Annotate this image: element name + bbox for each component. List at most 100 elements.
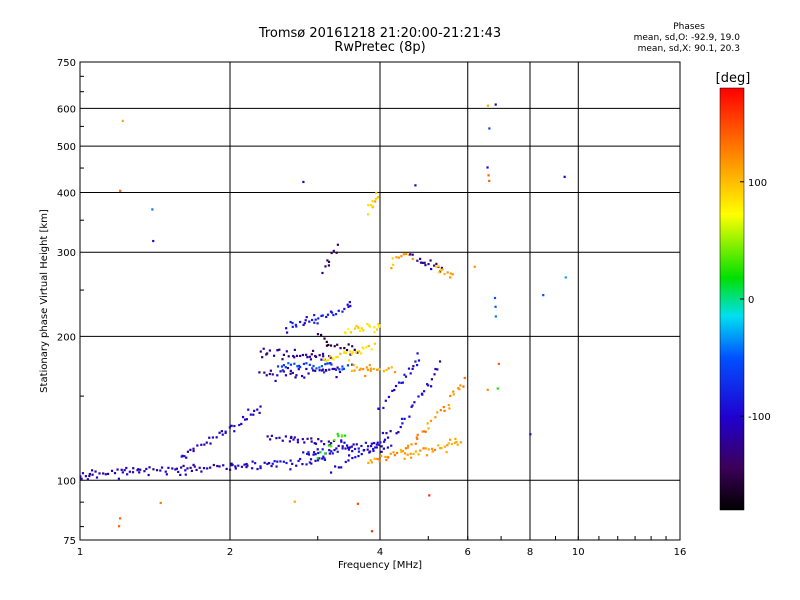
trace-point	[421, 430, 424, 433]
trace-point	[373, 441, 376, 445]
trace-point	[376, 441, 379, 444]
scatter-point	[293, 500, 296, 503]
trace-point	[449, 272, 452, 275]
trace-point	[152, 468, 155, 471]
trace-point	[455, 440, 458, 444]
trace-point	[292, 354, 295, 358]
y-tick-label: 600	[57, 104, 76, 115]
trace-point	[337, 434, 340, 438]
trace-point	[349, 304, 352, 308]
trace-point	[367, 461, 370, 464]
trace-point	[311, 349, 315, 352]
trace-point	[332, 249, 335, 253]
trace-point	[354, 327, 357, 330]
trace-point	[334, 356, 337, 359]
trace-point	[299, 457, 302, 461]
trace-point	[346, 446, 350, 449]
trace-point	[291, 321, 294, 325]
scatter-point	[494, 103, 497, 106]
trace-point	[370, 442, 373, 445]
scatter-point	[486, 166, 489, 169]
colorbar-tick-label: 0	[748, 295, 754, 306]
trace-point	[317, 451, 320, 455]
trace-point	[333, 345, 336, 348]
trace-point	[269, 438, 272, 441]
trace-point	[390, 444, 393, 447]
trace-point	[367, 204, 370, 207]
trace-point	[382, 447, 385, 450]
trace-point	[131, 471, 135, 474]
trace-point	[348, 300, 351, 304]
trace-point	[378, 368, 381, 371]
trace-point	[285, 461, 288, 465]
trace-point	[452, 393, 455, 396]
trace-point	[240, 465, 244, 468]
trace-point	[147, 473, 150, 477]
trace-point	[298, 320, 302, 324]
trace-point	[433, 448, 437, 452]
axis-ticks: 1 2 4 6 8 10 16 75 100 200 300 400 500 600 750	[57, 58, 686, 558]
trace-point	[309, 358, 313, 361]
trace-point	[293, 362, 296, 365]
trace-point	[434, 416, 437, 419]
trace-point	[384, 399, 387, 402]
trace-point	[305, 353, 308, 356]
trace-point	[314, 459, 317, 462]
trace-point	[326, 359, 330, 362]
trace-point	[409, 452, 412, 455]
trace-point	[397, 256, 400, 259]
trace-point	[436, 368, 439, 371]
trace-point	[80, 477, 83, 480]
trace-point	[319, 451, 322, 454]
trace-point	[336, 432, 339, 436]
trace-point	[312, 369, 315, 372]
trace-point	[330, 251, 333, 255]
trace-point	[339, 352, 342, 355]
scatter-point	[487, 174, 490, 177]
trace-point	[258, 371, 261, 374]
trace-point	[321, 314, 324, 317]
trace-point	[307, 372, 310, 375]
trace-point	[367, 213, 370, 216]
trace-point	[368, 363, 371, 367]
scatter-point	[473, 265, 476, 268]
trace-point	[399, 425, 402, 429]
x-tick-label: 6	[465, 547, 471, 558]
scatter-point	[302, 180, 305, 184]
trace-point	[343, 434, 347, 437]
trace-point	[320, 440, 323, 443]
trace-point	[271, 462, 274, 465]
y-tick-label: 750	[57, 58, 76, 69]
trace-point	[362, 368, 365, 371]
trace-point	[411, 367, 414, 370]
trace-point	[276, 374, 279, 377]
trace-point	[80, 475, 82, 478]
trace-point	[268, 372, 271, 376]
trace-point	[289, 320, 292, 324]
trace-point	[412, 452, 415, 456]
trace-point	[313, 321, 316, 324]
trace-point	[411, 253, 414, 256]
trace-point	[271, 373, 274, 376]
trace-point	[224, 430, 227, 433]
trace-point	[421, 261, 424, 264]
trace-point	[405, 252, 408, 256]
trace-point	[400, 255, 403, 258]
trace-point	[125, 466, 128, 470]
trace-point	[291, 325, 294, 328]
trace-point	[295, 325, 298, 328]
trace-point	[417, 395, 420, 398]
trace-point	[336, 343, 339, 346]
x-tick-label: 10	[572, 547, 585, 558]
trace-point	[347, 448, 351, 451]
scatter-point	[494, 315, 497, 318]
trace-point	[274, 379, 277, 383]
trace-point	[299, 354, 302, 358]
trace-point	[94, 470, 97, 473]
trace-point	[300, 374, 304, 378]
trace-point	[387, 395, 391, 399]
trace-point	[353, 348, 356, 351]
trace-point	[350, 363, 354, 366]
trace-point	[297, 368, 300, 371]
